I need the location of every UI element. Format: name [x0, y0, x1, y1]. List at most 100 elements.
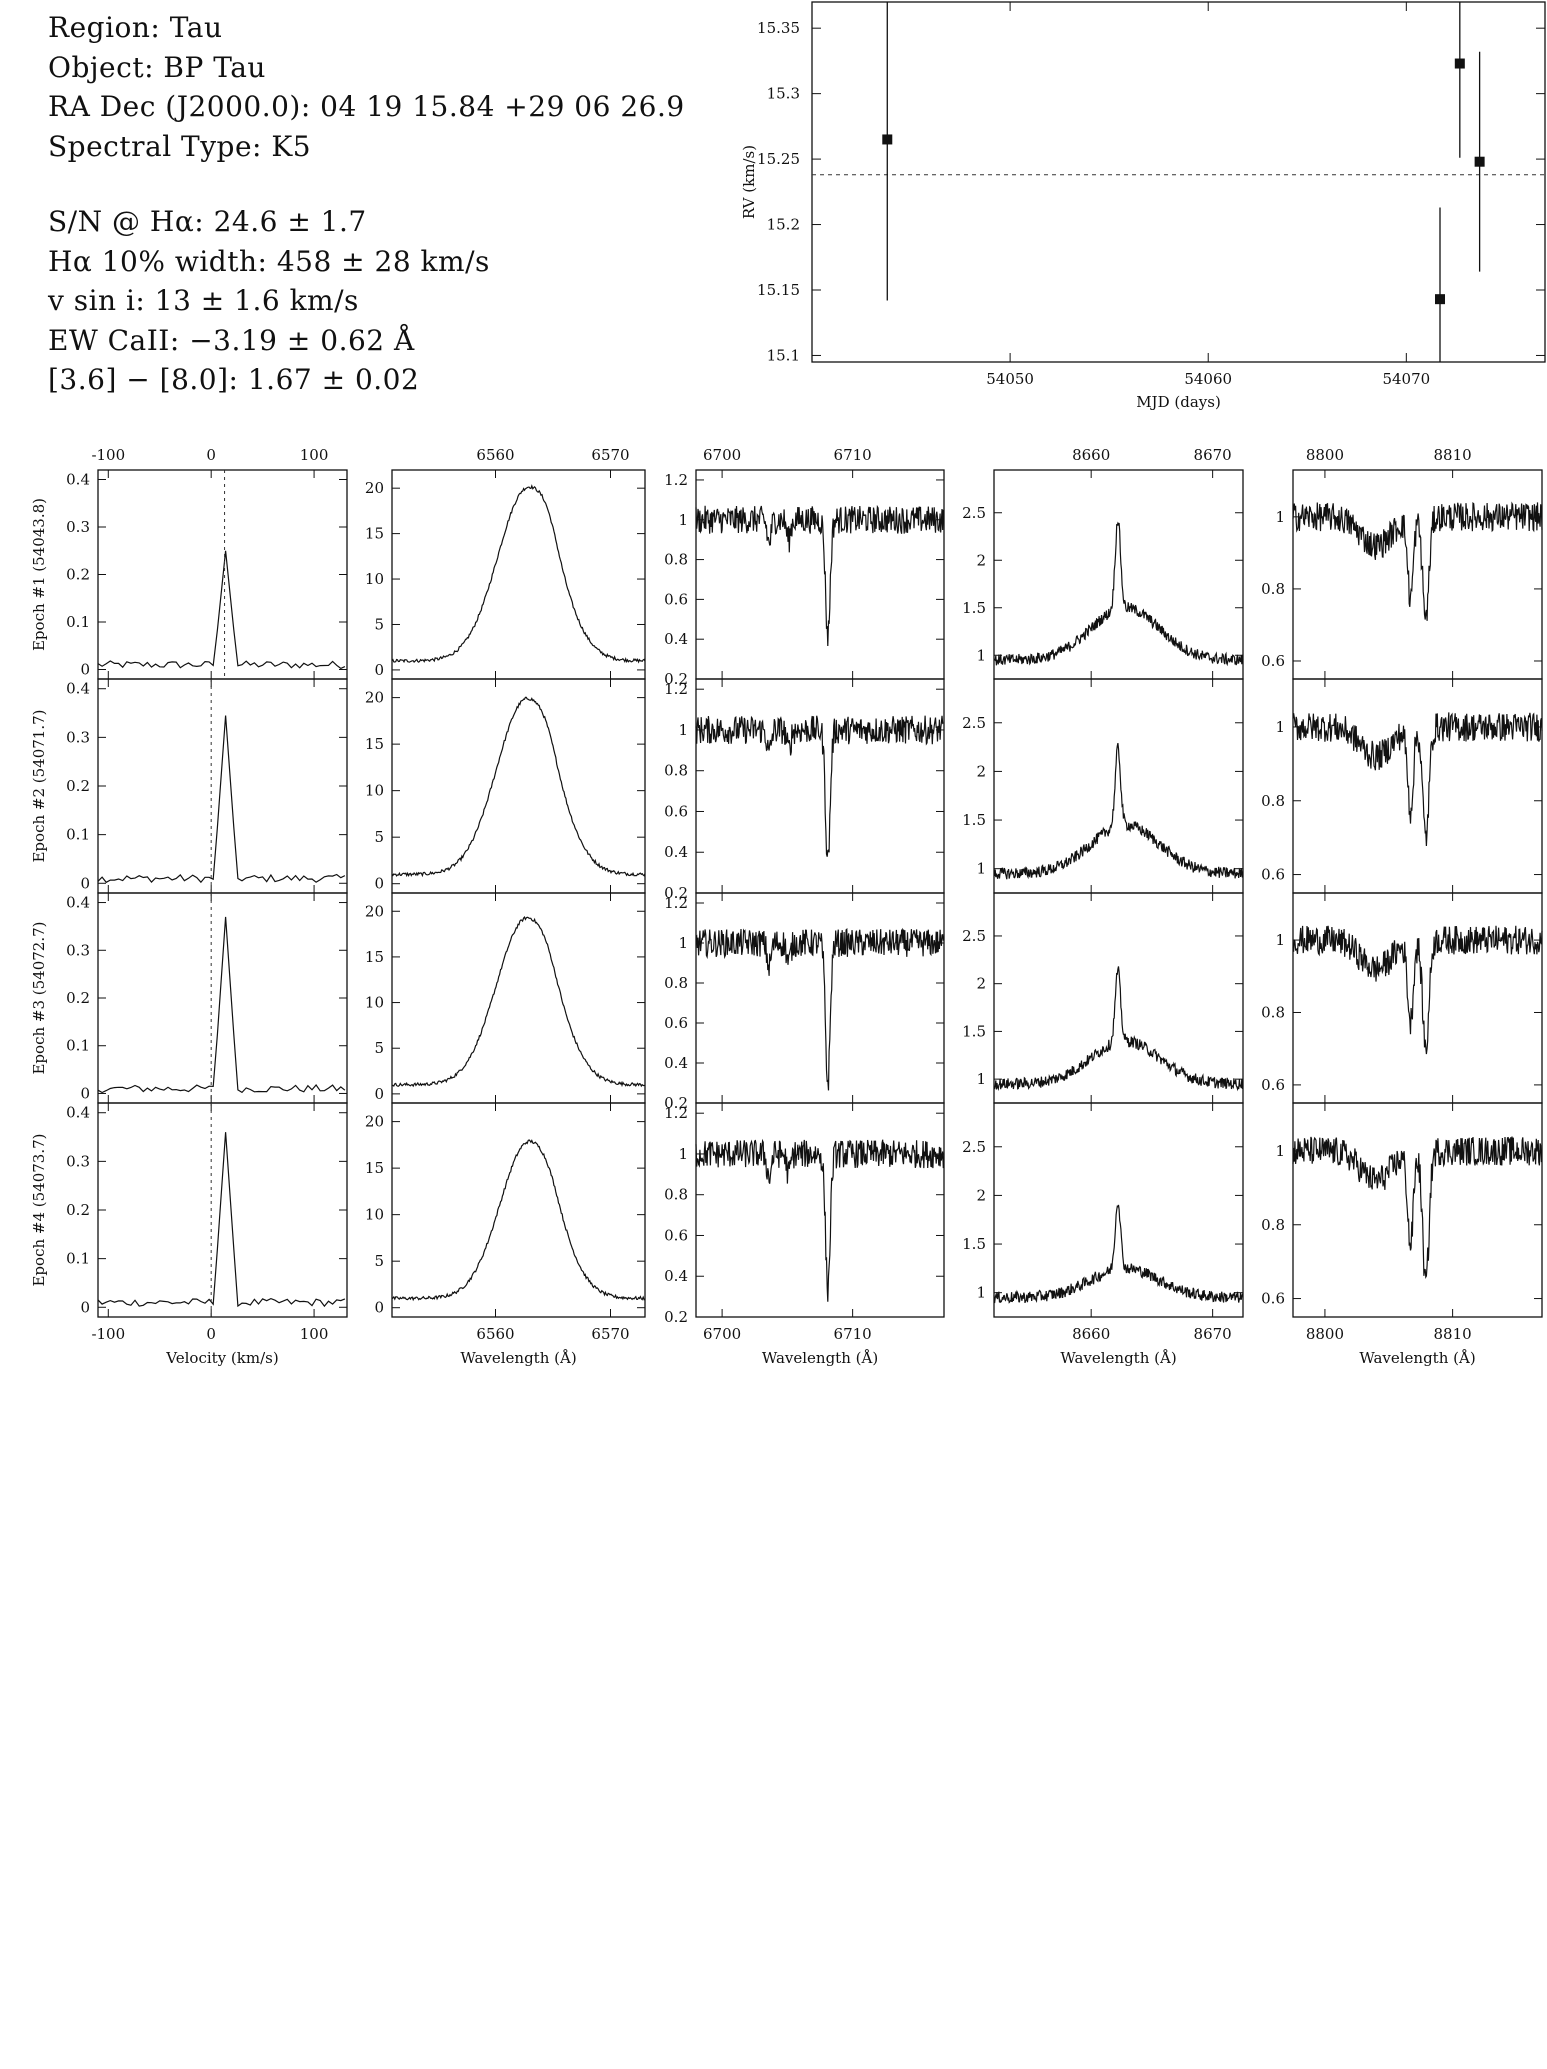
li-frame: [695, 892, 945, 1104]
ccf-ytick-label: 0.4: [66, 471, 90, 489]
rv-xlabel: MJD (days): [1136, 393, 1221, 411]
rv-point: [882, 134, 893, 145]
ca8800-xlabel: Wavelength (Å): [1359, 1349, 1475, 1367]
li-bottom-tick-label: 6710: [834, 1325, 872, 1343]
ccf-ytick-label: 0.2: [66, 566, 90, 584]
halpha-ytick-label: 5: [374, 1039, 384, 1057]
ccf-ytick-label: 0.3: [66, 941, 90, 959]
li-frame: [695, 1102, 945, 1318]
halpha-spectrum-line: [391, 1139, 646, 1302]
li-spectrum-line: [695, 927, 944, 1091]
li-spectrum-line: [695, 1138, 944, 1302]
ca8800-ytick-label: 0.6: [1261, 1290, 1285, 1308]
halpha-ytick-label: 15: [365, 948, 384, 966]
ca8800-spectrum-line: [1292, 501, 1543, 621]
halpha-spectrum-line: [391, 696, 646, 878]
ccf-spectrum-line: [97, 715, 346, 884]
ca8800-ytick-label: 0.8: [1261, 792, 1285, 810]
sptype-text: Spectral Type: K5: [48, 129, 312, 163]
li-ytick-label: 1.2: [664, 894, 688, 912]
rv-xtick-label: 54070: [1382, 370, 1430, 388]
ca8662-frame: [993, 469, 1244, 680]
halpha-spectrum-line: [391, 484, 646, 664]
ca8800-frame: [1292, 892, 1543, 1104]
ca8662-ytick-label: 2: [976, 975, 986, 993]
ccf-ytick-label: 0.1: [66, 613, 90, 631]
ccf-ytick-label: 0.1: [66, 1037, 90, 1055]
ccf-ytick-label: 0: [80, 874, 90, 892]
halpha-ytick-label: 0: [374, 661, 384, 679]
ccf-ytick-label: 0: [80, 661, 90, 679]
ca8662-xlabel: Wavelength (Å): [1060, 1349, 1176, 1367]
rv-point: [1454, 58, 1465, 69]
rv-ylabel: RV (km/s): [740, 145, 758, 219]
ca8662-ytick-label: 1: [976, 860, 986, 878]
ca8800-spectrum-line: [1292, 925, 1543, 1055]
li-spectrum-line: [695, 504, 944, 647]
rv-ytick-label: 15.15: [757, 281, 800, 299]
li-ytick-label: 0.4: [664, 1054, 688, 1072]
sn-text: S/N @ Hα: 24.6 ± 1.7: [48, 205, 367, 238]
ca8662-ytick-label: 2.5: [962, 1138, 986, 1156]
li-spectrum-line: [695, 715, 944, 857]
ew-ca-text: EW CaII: −3.19 ± 0.62 Å: [48, 323, 415, 357]
ccf-bottom-tick-label: -100: [91, 1325, 125, 1343]
ccf-top-tick-label: 0: [206, 446, 216, 464]
halpha-ytick-label: 15: [365, 735, 384, 753]
halpha-ytick-label: 20: [365, 479, 384, 497]
li-ytick-label: 0.6: [664, 590, 688, 608]
ccf-ytick-label: 0.1: [66, 1250, 90, 1268]
halpha-xlabel: Wavelength (Å): [460, 1349, 576, 1367]
li-ytick-label: 0.2: [664, 884, 688, 902]
ca8662-bottom-tick-label: 8670: [1194, 1325, 1232, 1343]
li-top-tick-label: 6700: [703, 446, 741, 464]
vsini-text: v sin i: 13 ± 1.6 km/s: [48, 284, 359, 317]
ccf-ytick-label: 0.2: [66, 989, 90, 1007]
region-text: Region: Tau: [48, 11, 223, 44]
ccf-ytick-label: 0: [80, 1084, 90, 1102]
ha-width-text: Hα 10% width: 458 ± 28 km/s: [48, 244, 490, 278]
rv-xtick-label: 54050: [986, 370, 1034, 388]
object-info: Region: Tau Object: BP Tau RA Dec (J2000…: [48, 8, 685, 400]
ca8800-frame: [1292, 469, 1543, 680]
irac-color-text: [3.6] − [8.0]: 1.67 ± 0.02: [48, 363, 420, 396]
li-ytick-label: 0.2: [664, 1094, 688, 1112]
halpha-bottom-tick-label: 6570: [591, 1325, 629, 1343]
ca8800-top-tick-label: 8800: [1306, 446, 1344, 464]
halpha-frame: [391, 469, 646, 680]
ca8662-ytick-label: 2: [976, 1186, 986, 1204]
li-ytick-label: 1: [678, 1145, 688, 1163]
ccf-frame: [97, 469, 348, 680]
ca8662-frame: [993, 892, 1244, 1104]
halpha-ytick-label: 0: [374, 1085, 384, 1103]
halpha-ytick-label: 20: [365, 902, 384, 920]
ccf-ytick-label: 0: [80, 1298, 90, 1316]
halpha-ytick-label: 0: [374, 875, 384, 893]
ca8662-ytick-label: 2: [976, 762, 986, 780]
li-ytick-label: 0.4: [664, 630, 688, 648]
ca8662-ytick-label: 2.5: [962, 927, 986, 945]
ca8800-ytick-label: 0.6: [1261, 1076, 1285, 1094]
rv-point: [1474, 156, 1485, 167]
halpha-ytick-label: 15: [365, 525, 384, 543]
li-frame: [695, 678, 945, 894]
ca8662-ytick-label: 1.5: [962, 599, 986, 617]
rv-ytick-label: 15.35: [757, 19, 800, 37]
li-ytick-label: 0.4: [664, 843, 688, 861]
ca8800-bottom-tick-label: 8800: [1306, 1325, 1344, 1343]
rv-ytick-label: 15.25: [757, 150, 800, 168]
ccf-xlabel: Velocity (km/s): [165, 1349, 278, 1367]
ca8800-spectrum-line: [1292, 712, 1543, 847]
li-ytick-label: 1: [678, 934, 688, 952]
ccf-frame: [97, 1102, 348, 1318]
rv-ytick-label: 15.3: [767, 85, 800, 103]
halpha-ytick-label: 15: [365, 1159, 384, 1177]
rv-xtick-label: 54060: [1184, 370, 1232, 388]
ca8800-ytick-label: 1: [1275, 718, 1285, 736]
halpha-bottom-tick-label: 6560: [476, 1325, 514, 1343]
ca8662-spectrum-line: [993, 521, 1244, 667]
halpha-ytick-label: 10: [365, 994, 384, 1012]
ccf-ytick-label: 0.4: [66, 1104, 90, 1122]
ca8662-ytick-label: 1.5: [962, 1235, 986, 1253]
